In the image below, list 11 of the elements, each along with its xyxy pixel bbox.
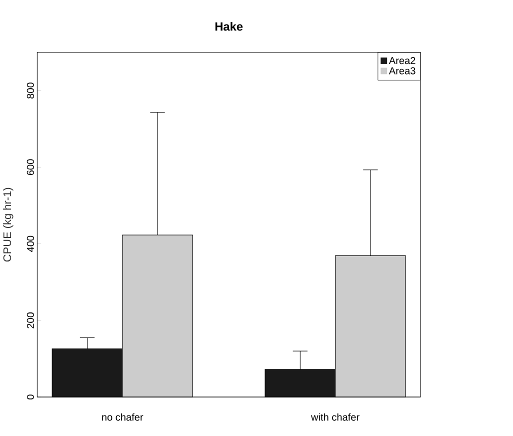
chart-title: Hake — [215, 22, 243, 30]
x-tick-label: with chafer — [311, 413, 360, 420]
x-tick-label: no chafer — [102, 413, 144, 420]
y-tick-label: 400 — [26, 236, 34, 252]
y-axis-title: CPUE (kg hr-1) — [3, 188, 14, 262]
y-tick-label: 800 — [26, 82, 34, 98]
legend-label: Area2 — [388, 56, 416, 64]
y-tick-label: 600 — [26, 158, 34, 175]
y-tick-label: 0 — [26, 394, 34, 400]
legend-label: Area3 — [388, 67, 416, 74]
y-tick-label: 200 — [26, 312, 34, 328]
